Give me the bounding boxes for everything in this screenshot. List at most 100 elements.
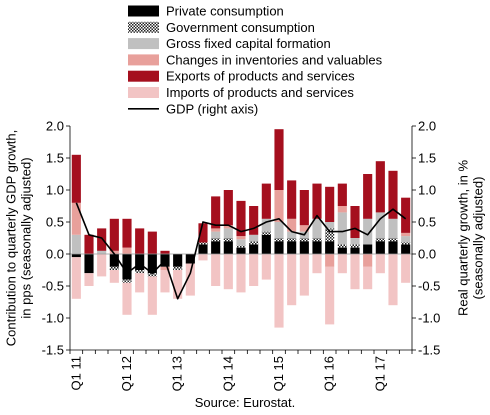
legend-swatch-government — [128, 21, 159, 33]
bar-private-2015Q1 — [274, 241, 284, 254]
bar-inventories-2015Q3 — [299, 225, 309, 232]
bar-exports-2015Q3 — [299, 190, 309, 226]
x-tick-label: Q1 16 — [322, 356, 337, 391]
bar-imports-2014Q1 — [223, 254, 233, 290]
bar-government-2012Q3 — [147, 273, 157, 277]
bar-exports-2014Q1 — [223, 190, 233, 226]
bar-exports-2016Q4 — [363, 174, 373, 219]
bar-exports-2011Q2 — [84, 234, 94, 254]
bar-imports-2012Q3 — [147, 276, 157, 315]
ylabel-left-line: in pps (seasonally adjusted) — [19, 157, 34, 318]
bar-government-2013Q1 — [173, 266, 183, 270]
bar-exports-2011Q3 — [97, 228, 107, 251]
bar-exports-2017Q2 — [388, 170, 398, 219]
bar-government-2016Q3 — [350, 244, 360, 248]
bar-exports-2013Q4 — [211, 196, 221, 229]
bar-inventories-2014Q2 — [236, 236, 246, 240]
bar-government-2012Q2 — [135, 270, 145, 274]
bar-government-2015Q2 — [287, 238, 297, 242]
bar-imports-2013Q2 — [185, 263, 195, 296]
legend-label-exports: Exports of products and services — [166, 69, 355, 84]
bar-gfcf-2016Q3 — [350, 238, 360, 245]
bar-gfcf-2017Q1 — [375, 212, 385, 238]
bar-exports-2012Q1 — [122, 218, 132, 248]
bar-exports-2013Q3 — [198, 223, 208, 243]
right-tick-label: 0.0 — [418, 247, 436, 262]
bar-imports-2016Q4 — [363, 266, 373, 290]
right-tick-label: 2.0 — [418, 119, 436, 134]
bar-inventories-2016Q2 — [337, 206, 347, 213]
bar-imports-2015Q2 — [287, 254, 297, 306]
bar-government-2015Q4 — [312, 238, 322, 242]
bar-exports-2012Q2 — [135, 228, 145, 254]
bar-gfcf-2014Q4 — [261, 218, 271, 232]
bar-imports-2014Q3 — [249, 254, 259, 286]
legend-label-private: Private consumption — [166, 4, 284, 19]
x-tick-label: Q1 17 — [372, 356, 387, 391]
bar-gfcf-2014Q3 — [249, 234, 259, 242]
bar-government-2013Q4 — [211, 238, 221, 242]
bar-inventories-2016Q4 — [363, 254, 373, 267]
bar-private-2016Q2 — [337, 247, 347, 254]
bar-gfcf-2014Q1 — [223, 228, 233, 238]
bar-exports-2017Q3 — [401, 197, 411, 233]
legend-swatch-private — [128, 5, 159, 17]
bar-government-2013Q3 — [198, 242, 208, 245]
legend-label-gdp: GDP (right axis) — [166, 101, 258, 116]
x-tick-label: Q1 14 — [220, 356, 235, 391]
bar-imports-2011Q3 — [97, 254, 107, 277]
bar-exports-2015Q4 — [312, 183, 322, 219]
bar-private-2017Q3 — [401, 244, 411, 254]
line-gdp — [75, 202, 407, 300]
bar-inventories-2012Q4 — [160, 266, 170, 270]
right-tick-label: 1.0 — [418, 183, 436, 198]
bar-imports-2011Q1 — [71, 257, 81, 299]
bar-inventories-2016Q1 — [325, 254, 335, 267]
bar-private-2015Q2 — [287, 241, 297, 254]
bar-private-2012Q3 — [147, 254, 157, 274]
bar-gfcf-2015Q1 — [274, 222, 284, 238]
bar-gfcf-2017Q2 — [388, 218, 398, 238]
bar-government-2012Q1 — [122, 279, 132, 283]
left-tick-label: 0.5 — [46, 215, 64, 230]
legend-label-government: Government consumption — [166, 20, 315, 35]
right-tick-label: 0.5 — [418, 215, 436, 230]
left-tick-label: -0.5 — [42, 279, 64, 294]
bar-government-2011Q4 — [109, 266, 119, 270]
bar-private-2016Q1 — [325, 241, 335, 254]
bar-gfcf-2011Q1 — [71, 234, 81, 254]
bar-exports-2016Q1 — [325, 186, 335, 222]
bar-government-2014Q1 — [223, 238, 233, 242]
bar-imports-2016Q1 — [325, 266, 335, 325]
bar-exports-2014Q3 — [249, 206, 259, 235]
bar-gfcf-2015Q2 — [287, 231, 297, 238]
bar-gfcf-2016Q1 — [325, 222, 335, 229]
left-tick-label: -1.5 — [42, 343, 64, 358]
bar-imports-2011Q4 — [109, 270, 119, 283]
bar-exports-2016Q2 — [337, 183, 347, 206]
bar-private-2013Q1 — [173, 254, 183, 267]
bar-private-2011Q1 — [71, 254, 81, 258]
bar-inventories-2015Q1 — [274, 190, 284, 222]
bar-inventories-2017Q3 — [401, 232, 411, 237]
bar-imports-2013Q4 — [211, 254, 221, 286]
source-note: Source: Eurostat. — [194, 395, 296, 410]
bar-gfcf-2016Q4 — [363, 218, 373, 245]
bar-imports-2016Q2 — [337, 254, 347, 274]
bar-series — [71, 129, 411, 328]
bar-exports-2014Q4 — [261, 183, 271, 219]
bar-private-2013Q2 — [185, 254, 195, 264]
right-tick-label: -0.5 — [418, 279, 440, 294]
bar-imports-2013Q1 — [173, 270, 183, 299]
bar-exports-2015Q1 — [274, 129, 284, 190]
left-tick-label: -1.0 — [42, 311, 64, 326]
bar-exports-2011Q1 — [71, 154, 81, 203]
bar-exports-2012Q3 — [147, 231, 157, 254]
legend-swatch-exports — [128, 70, 159, 82]
ylabel-right-line: Real quarterly growth, in % — [456, 160, 471, 317]
bar-government-2016Q2 — [337, 244, 347, 248]
bar-imports-2017Q3 — [401, 254, 411, 283]
bar-private-2013Q4 — [211, 241, 221, 254]
